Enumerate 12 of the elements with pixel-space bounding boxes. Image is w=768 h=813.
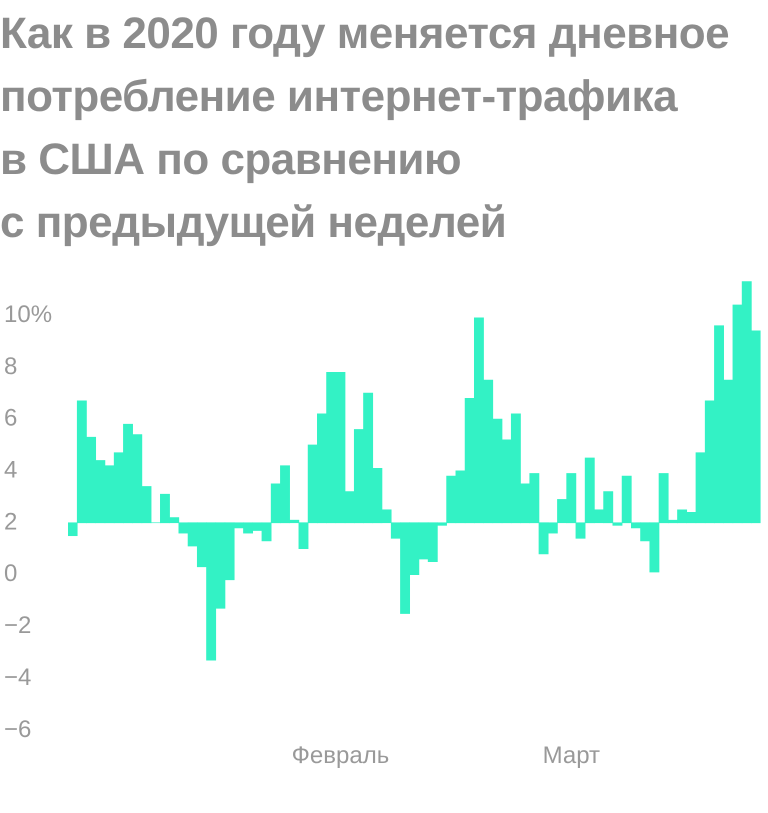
y-tick-label: −2 <box>4 612 32 640</box>
y-tick-label: −4 <box>4 664 32 691</box>
y-tick-label: 4 <box>4 456 18 484</box>
y-tick-label: 2 <box>4 508 18 536</box>
y-tick-label: 6 <box>4 404 18 432</box>
y-tick-label: −6 <box>4 716 32 743</box>
y-tick-label: 0 <box>4 560 18 588</box>
chart-title: Как в 2020 году меняется дневное потребление интернет-трафика в США по сравнению с предыдущей неделей <box>0 8 730 249</box>
x-tick-label: Февраль <box>292 742 390 770</box>
y-tick-label: 8 <box>4 352 18 380</box>
x-tick-label: Март <box>542 742 600 770</box>
y-tick-label: 10% <box>4 300 52 328</box>
